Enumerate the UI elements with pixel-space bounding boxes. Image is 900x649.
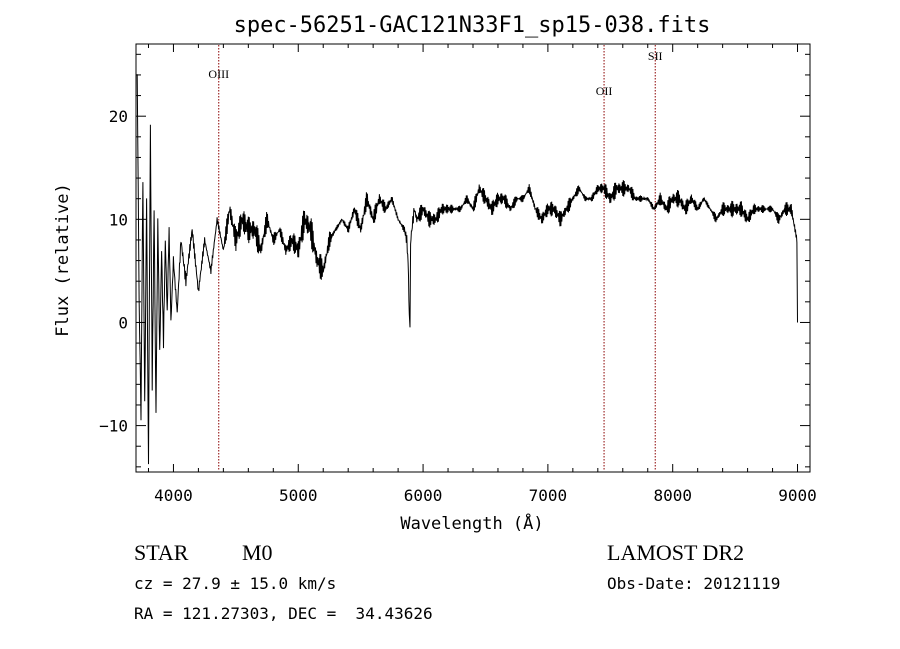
obs-date-text: Obs-Date: 20121119 — [607, 574, 781, 593]
y-tick-label: 20 — [109, 107, 128, 126]
x-tick-label: 9000 — [778, 486, 817, 505]
plot-frame — [135, 43, 811, 473]
coordinates-text: RA = 121.27303, DEC = 34.43626 — [134, 604, 433, 623]
x-tick-label: 8000 — [653, 486, 692, 505]
x-tick-label: 5000 — [279, 486, 318, 505]
axis-ticks: 4000 5000 6000 7000 8000 9000 −10 0 10 20 — [99, 44, 817, 505]
x-tick-label: 7000 — [529, 486, 568, 505]
y-tick-label: 0 — [118, 313, 128, 332]
y-tick-label: 10 — [109, 210, 128, 229]
marker-label-sii: SII — [648, 49, 663, 63]
emission-line-markers: OIII OII SII — [208, 45, 663, 471]
y-axis-label: Flux (relative) — [53, 183, 73, 337]
marker-label-oiii: OIII — [208, 67, 229, 81]
object-class-label: STAR — [134, 540, 189, 565]
chart-title: spec-56251-GAC121N33F1_sp15-038.fits — [234, 13, 711, 38]
spectrum-series-line — [136, 74, 798, 465]
redshift-text: cz = 27.9 ± 15.0 km/s — [134, 574, 337, 593]
marker-label-oii: OII — [596, 84, 613, 98]
x-tick-label: 4000 — [154, 486, 193, 505]
x-axis-label: Wavelength (Å) — [400, 512, 543, 534]
object-subclass-label: M0 — [242, 540, 273, 565]
y-tick-label: −10 — [99, 417, 128, 436]
x-tick-label: 6000 — [404, 486, 443, 505]
survey-label: LAMOST DR2 — [607, 540, 745, 565]
